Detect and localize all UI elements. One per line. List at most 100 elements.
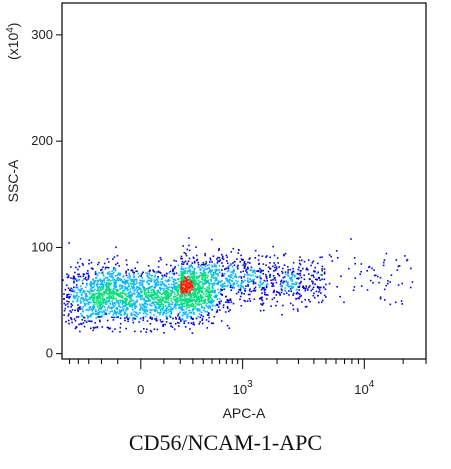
event-point [116, 307, 118, 309]
event-point [178, 322, 180, 324]
event-point [188, 300, 191, 302]
event-point [179, 296, 182, 299]
event-point [87, 301, 90, 303]
event-point [107, 261, 110, 263]
event-point [225, 254, 228, 257]
event-point [92, 312, 95, 315]
event-point [140, 295, 142, 297]
event-point [116, 254, 119, 257]
event-point [191, 300, 193, 302]
event-point [143, 309, 146, 311]
event-point [65, 320, 67, 323]
event-point [262, 282, 264, 284]
event-point [157, 277, 159, 279]
event-point [136, 291, 138, 293]
event-point [155, 319, 158, 322]
event-point [108, 287, 110, 290]
event-point [198, 297, 201, 300]
event-point [101, 326, 104, 328]
event-point [118, 293, 121, 296]
event-point [128, 294, 131, 296]
event-point [269, 256, 271, 259]
event-point [171, 303, 173, 306]
event-point [95, 297, 98, 299]
event-point [165, 295, 167, 297]
event-point [88, 307, 91, 310]
event-point [78, 265, 81, 268]
event-point [193, 295, 196, 298]
event-point [82, 298, 84, 300]
event-point [249, 281, 251, 283]
event-point [92, 298, 94, 301]
event-point [200, 314, 203, 316]
event-point [261, 296, 263, 299]
event-point [210, 302, 213, 305]
event-point [227, 310, 230, 313]
event-point [164, 301, 167, 304]
event-point [387, 280, 389, 282]
event-point [170, 313, 172, 315]
event-point [127, 276, 129, 279]
event-point [141, 280, 143, 282]
event-point [300, 295, 302, 297]
event-point [133, 289, 135, 292]
event-point [122, 302, 124, 305]
event-point [143, 291, 145, 294]
event-point [80, 294, 83, 296]
event-point [102, 305, 104, 307]
event-point [113, 309, 116, 312]
event-point [212, 271, 215, 274]
event-point [188, 298, 190, 301]
event-point [179, 311, 181, 313]
event-point [294, 283, 297, 286]
event-point [162, 325, 164, 327]
event-point [201, 319, 203, 322]
event-point [178, 285, 180, 288]
event-point [173, 284, 176, 286]
event-point [105, 303, 107, 305]
event-point [291, 271, 293, 274]
event-point [108, 291, 111, 293]
event-point [220, 320, 223, 322]
event-point [137, 313, 139, 316]
event-point [215, 296, 217, 299]
event-point [172, 268, 174, 271]
event-point [63, 309, 66, 312]
event-point [155, 294, 157, 296]
event-point [135, 270, 137, 272]
event-point [291, 275, 293, 278]
event-point [312, 286, 315, 289]
event-point [189, 286, 191, 289]
event-point [286, 281, 288, 283]
event-point [99, 299, 102, 302]
event-point [127, 303, 129, 306]
event-point [212, 285, 214, 287]
event-point [70, 318, 73, 321]
event-point [197, 261, 199, 264]
event-point [158, 260, 160, 263]
event-point [99, 307, 101, 309]
event-point [231, 279, 233, 282]
event-point [103, 262, 106, 265]
event-point [70, 277, 72, 279]
event-point [86, 300, 89, 302]
event-point [112, 302, 114, 304]
event-point [165, 307, 168, 310]
event-point [115, 297, 117, 300]
event-point [145, 331, 147, 333]
event-point [194, 302, 197, 304]
event-point [283, 280, 285, 283]
event-point [79, 291, 81, 294]
event-point [131, 313, 134, 316]
event-point [114, 269, 117, 272]
event-point [184, 272, 187, 274]
event-point [90, 281, 92, 283]
event-point [226, 262, 229, 265]
event-point [250, 279, 253, 282]
event-point [230, 301, 233, 303]
event-point [263, 279, 266, 282]
event-point [99, 278, 101, 280]
event-point [175, 307, 177, 310]
event-point [97, 290, 100, 293]
event-point [167, 295, 170, 298]
